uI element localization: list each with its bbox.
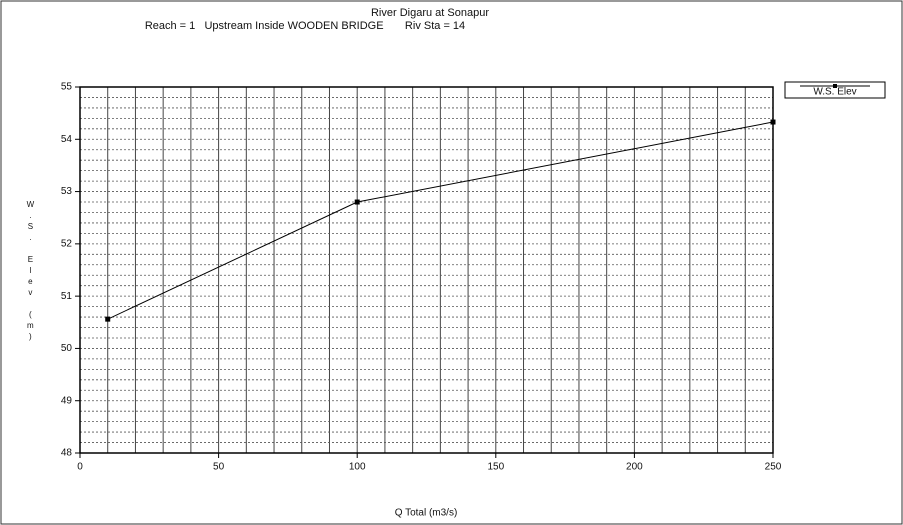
x-tick-label: 200	[626, 462, 643, 473]
x-tick-label: 0	[77, 462, 83, 473]
y-tick-label: 52	[61, 238, 73, 249]
chart-subtitle: Reach = 1 Upstream Inside WOODEN BRIDGE …	[145, 20, 465, 32]
legend-marker	[833, 84, 837, 88]
y-tick-label: 49	[61, 395, 73, 406]
x-tick-label: 150	[487, 462, 504, 473]
data-point	[354, 199, 360, 205]
legend-label: W.S. Elev	[813, 87, 856, 98]
y-tick-label: 51	[61, 291, 73, 302]
y-tick-label: 48	[61, 448, 73, 459]
y-tick-label: 54	[61, 134, 73, 145]
x-tick-label: 100	[349, 462, 366, 473]
x-tick-label: 250	[765, 462, 782, 473]
x-tick-label: 50	[213, 462, 225, 473]
y-tick-label: 55	[61, 82, 73, 93]
y-tick-label: 50	[61, 343, 73, 354]
x-axis-label: Q Total (m3/s)	[395, 508, 458, 519]
y-axis-label: W.S. Elev (m)	[26, 200, 35, 343]
data-point	[770, 119, 776, 125]
plot-border	[79, 86, 774, 454]
data-point	[105, 316, 111, 322]
y-tick-label: 53	[61, 186, 73, 197]
chart-title: River Digaru at Sonapur	[371, 7, 489, 19]
